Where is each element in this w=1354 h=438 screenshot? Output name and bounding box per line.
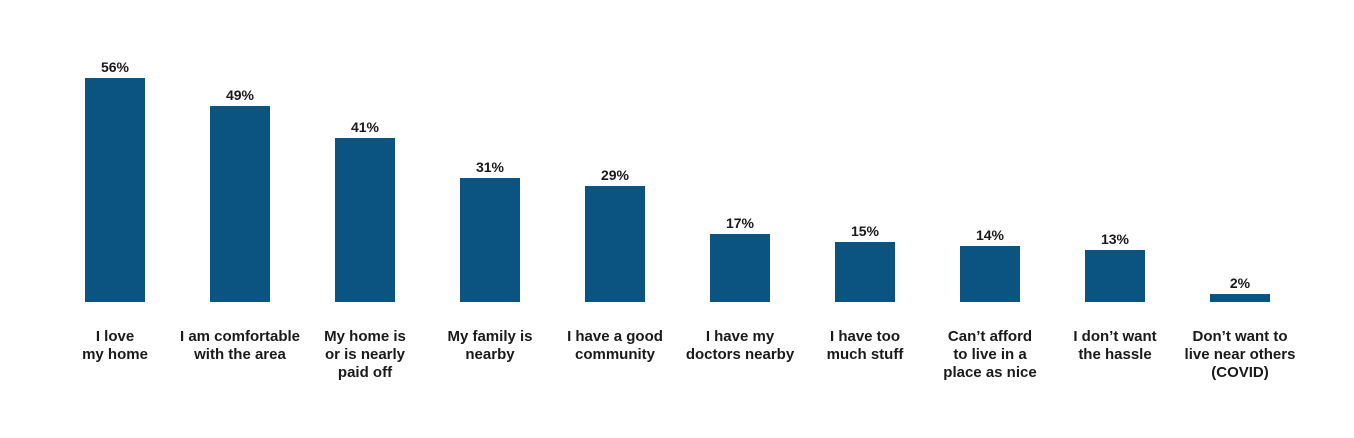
value-label-2: 41% bbox=[351, 119, 380, 135]
category-label-1-line-0: I am comfortable bbox=[180, 328, 300, 345]
category-label-2-line-0: My home is bbox=[324, 328, 406, 345]
category-label-2-line-1: or is nearly bbox=[325, 346, 406, 363]
category-label-0-line-1: my home bbox=[82, 346, 148, 363]
category-label-7-line-2: place as nice bbox=[943, 364, 1036, 381]
category-labels-group: I love my home I am comfortable with the ar… bbox=[82, 328, 1295, 381]
category-label-4-line-0: I have a good bbox=[567, 328, 663, 345]
category-label-2: My home is or is nearly paid off bbox=[324, 328, 406, 381]
category-label-9-line-0: Don’t want to bbox=[1193, 328, 1288, 345]
category-label-7: Can’t afford to live in a place as nice bbox=[943, 328, 1036, 381]
category-label-1-line-1: with the area bbox=[193, 346, 286, 363]
value-label-9: 2% bbox=[1230, 275, 1251, 291]
category-label-8-line-1: the hassle bbox=[1078, 346, 1151, 363]
bar-6 bbox=[835, 242, 895, 302]
category-label-3-line-0: My family is bbox=[447, 328, 532, 345]
value-labels-group: 56% 49% 41% 31% 29% 17% 15% 14% 13% 2% bbox=[101, 59, 1251, 291]
value-label-5: 17% bbox=[726, 215, 755, 231]
category-label-4: I have a good community bbox=[567, 328, 663, 363]
category-label-1: I am comfortable with the area bbox=[180, 328, 300, 363]
category-label-9-line-2: (COVID) bbox=[1211, 364, 1269, 381]
bar-9 bbox=[1210, 294, 1270, 302]
category-label-2-line-2: paid off bbox=[338, 364, 393, 381]
bar-1 bbox=[210, 106, 270, 302]
category-label-8: I don’t want the hassle bbox=[1073, 328, 1156, 363]
bar-2 bbox=[335, 138, 395, 302]
value-label-4: 29% bbox=[601, 167, 630, 183]
category-label-6-line-0: I have too bbox=[830, 328, 900, 345]
category-label-9-line-1: live near others bbox=[1185, 346, 1296, 363]
category-label-6: I have too much stuff bbox=[827, 328, 905, 363]
category-label-3-line-1: nearby bbox=[465, 346, 515, 363]
category-label-5: I have my doctors nearby bbox=[686, 328, 795, 363]
category-label-9: Don’t want to live near others (COVID) bbox=[1185, 328, 1296, 381]
category-label-0: I love my home bbox=[82, 328, 148, 363]
value-label-3: 31% bbox=[476, 159, 505, 175]
value-label-8: 13% bbox=[1101, 231, 1130, 247]
bar-7 bbox=[960, 246, 1020, 302]
category-label-5-line-1: doctors nearby bbox=[686, 346, 795, 363]
category-label-5-line-0: I have my bbox=[706, 328, 775, 345]
bar-0 bbox=[85, 78, 145, 302]
category-label-4-line-1: community bbox=[575, 346, 656, 363]
category-label-0-line-0: I love bbox=[96, 328, 134, 345]
bar-3 bbox=[460, 178, 520, 302]
bar-8 bbox=[1085, 250, 1145, 302]
category-label-3: My family is nearby bbox=[447, 328, 532, 363]
category-label-6-line-1: much stuff bbox=[827, 346, 905, 363]
category-label-7-line-1: to live in a bbox=[953, 346, 1027, 363]
category-label-8-line-0: I don’t want bbox=[1073, 328, 1156, 345]
category-label-7-line-0: Can’t afford bbox=[948, 328, 1032, 345]
value-label-6: 15% bbox=[851, 223, 880, 239]
value-label-1: 49% bbox=[226, 87, 255, 103]
bars-group bbox=[85, 78, 1270, 302]
bar-5 bbox=[710, 234, 770, 302]
value-label-0: 56% bbox=[101, 59, 130, 75]
bar-4 bbox=[585, 186, 645, 302]
value-label-7: 14% bbox=[976, 227, 1005, 243]
